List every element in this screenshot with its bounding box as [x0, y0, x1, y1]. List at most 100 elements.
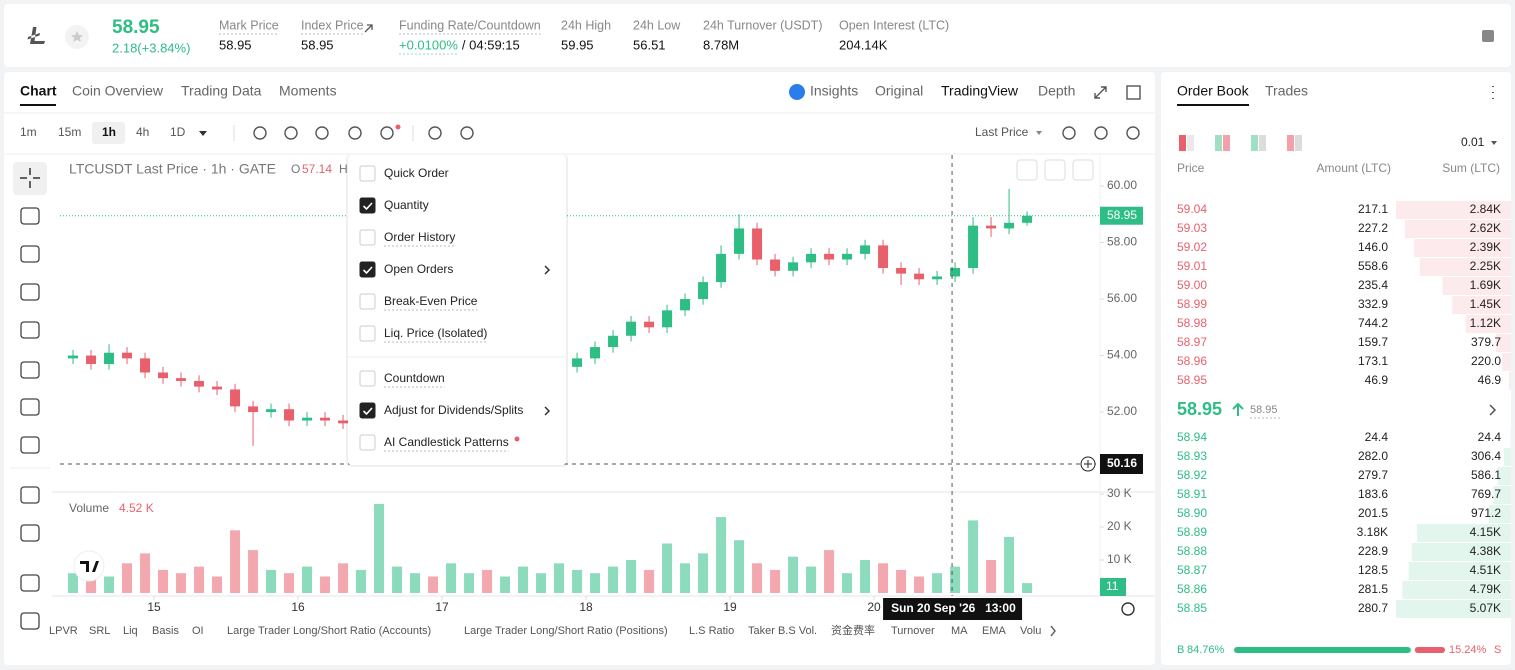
- tab[interactable]: Chart: [20, 83, 57, 99]
- header-icon[interactable]: [1482, 30, 1494, 42]
- drawing-tool[interactable]: [20, 436, 40, 454]
- indicator[interactable]: Large Trader Long/Short Ratio (Positions…: [464, 625, 668, 637]
- view-tab[interactable]: TradingView: [941, 83, 1019, 99]
- crosshair-price-label: 50.16: [1107, 456, 1137, 470]
- indicator[interactable]: Turnover: [891, 625, 935, 637]
- toolbar-icon[interactable]: [1062, 126, 1076, 140]
- menu-item[interactable]: AI Candlestick Patterns: [384, 435, 509, 449]
- checkbox[interactable]: [359, 293, 376, 310]
- toolbar-icon[interactable]: [460, 126, 474, 140]
- indicator[interactable]: Basis: [152, 625, 179, 637]
- high-label: H: [339, 162, 348, 176]
- orderbook-tab[interactable]: Order Book: [1177, 83, 1250, 99]
- checkbox[interactable]: [359, 325, 376, 342]
- indicator[interactable]: Liq: [123, 625, 138, 637]
- expand-icon[interactable]: [1094, 86, 1107, 99]
- layout-icon[interactable]: [1251, 135, 1258, 151]
- timeframe[interactable]: 1h: [102, 125, 116, 139]
- tab[interactable]: Moments: [279, 83, 337, 99]
- menu-item[interactable]: Break-Even Price: [384, 294, 478, 308]
- checkbox[interactable]: [359, 434, 376, 451]
- toolbar-icon[interactable]: [1094, 126, 1108, 140]
- crosshair-date: Sun 20 Sep '26: [891, 601, 976, 615]
- indicator[interactable]: 资金费率: [831, 623, 875, 637]
- toolbar-icon[interactable]: [253, 126, 267, 140]
- drawing-tool[interactable]: [20, 486, 40, 504]
- column-header: Amount (LTC): [1317, 161, 1391, 175]
- view-tab[interactable]: Original: [875, 83, 923, 99]
- drawing-tool[interactable]: [20, 361, 40, 379]
- price-source[interactable]: Last Price: [975, 125, 1029, 139]
- drawing-tool[interactable]: [20, 207, 40, 225]
- layout-icon[interactable]: [1287, 135, 1294, 151]
- indicator[interactable]: Taker B.S Vol.: [748, 625, 817, 637]
- open-label: O: [291, 162, 300, 176]
- drawing-tool[interactable]: [20, 245, 40, 263]
- candle-body: [1004, 222, 1015, 229]
- order-amount: 183.6: [1358, 487, 1388, 501]
- drawing-tool[interactable]: [20, 283, 40, 301]
- indicator[interactable]: LPVR: [49, 625, 78, 637]
- menu-item[interactable]: Countdown: [384, 371, 445, 385]
- indicator[interactable]: SRL: [89, 625, 110, 637]
- chart-button[interactable]: [1016, 159, 1038, 181]
- crosshair-tool[interactable]: [20, 168, 40, 188]
- layout-icon[interactable]: [1179, 135, 1186, 151]
- checkbox[interactable]: [359, 229, 376, 246]
- toolbar-icon[interactable]: [348, 126, 362, 140]
- menu-item[interactable]: Quantity: [384, 198, 429, 212]
- volume-bar: [770, 569, 781, 593]
- candle-body: [680, 299, 691, 311]
- precision[interactable]: 0.01: [1461, 135, 1485, 149]
- candle-body: [302, 417, 313, 421]
- checkbox[interactable]: [359, 197, 376, 214]
- timeframe[interactable]: 15m: [58, 125, 81, 139]
- toolbar-icon[interactable]: [428, 126, 442, 140]
- settings-icon[interactable]: [1121, 602, 1135, 616]
- indicator[interactable]: Volu: [1020, 625, 1041, 637]
- menu-item[interactable]: Liq. Price (Isolated): [384, 326, 487, 340]
- checkbox[interactable]: [359, 370, 376, 387]
- order-amount: 201.5: [1358, 506, 1388, 520]
- timeframe[interactable]: 1D: [170, 125, 186, 139]
- depth-bar: [1411, 543, 1511, 561]
- toolbar-icon[interactable]: [284, 126, 298, 140]
- checkbox[interactable]: [359, 402, 376, 419]
- toolbar-icon[interactable]: [315, 126, 329, 140]
- view-tab[interactable]: Insights: [810, 83, 858, 99]
- candle-body: [968, 225, 979, 268]
- checkbox[interactable]: [359, 261, 376, 278]
- indicator[interactable]: EMA: [982, 625, 1007, 637]
- tab[interactable]: Coin Overview: [72, 83, 164, 99]
- chevron[interactable]: [1489, 404, 1497, 416]
- toolbar-icon[interactable]: [1126, 126, 1140, 140]
- chart-button[interactable]: [1072, 159, 1094, 181]
- checkbox[interactable]: [359, 165, 376, 182]
- order-price: 58.90: [1177, 506, 1207, 520]
- chart-button[interactable]: [1044, 159, 1066, 181]
- timeframe[interactable]: 4h: [136, 125, 149, 139]
- drawing-tool[interactable]: [20, 321, 40, 339]
- view-tab[interactable]: Depth: [1038, 83, 1075, 99]
- drawing-tool[interactable]: [20, 524, 40, 542]
- drawing-tool[interactable]: [20, 574, 40, 592]
- tab[interactable]: Trading Data: [181, 83, 262, 99]
- indicator[interactable]: MA: [951, 625, 968, 637]
- window-icon[interactable]: [1126, 85, 1141, 100]
- drawing-tool[interactable]: [20, 398, 40, 416]
- timeframe[interactable]: 1m: [20, 125, 37, 139]
- toolbar-icon[interactable]: [380, 126, 394, 140]
- indicator[interactable]: OI: [192, 625, 204, 637]
- indicator[interactable]: Large Trader Long/Short Ratio (Accounts): [227, 625, 431, 637]
- menu-item[interactable]: Adjust for Dividends/Splits: [384, 403, 523, 417]
- candle-body: [230, 389, 241, 407]
- menu-item[interactable]: Order History: [384, 230, 455, 244]
- layout-icon[interactable]: [1215, 135, 1222, 151]
- drawing-tool[interactable]: [20, 612, 40, 630]
- orderbook-tab[interactable]: Trades: [1265, 83, 1308, 99]
- menu-item[interactable]: Open Orders: [384, 262, 453, 276]
- order-sum: 4.38K: [1470, 544, 1501, 558]
- indicator[interactable]: L.S Ratio: [689, 625, 734, 637]
- candle-body: [248, 406, 259, 413]
- menu-item[interactable]: Quick Order: [384, 166, 449, 180]
